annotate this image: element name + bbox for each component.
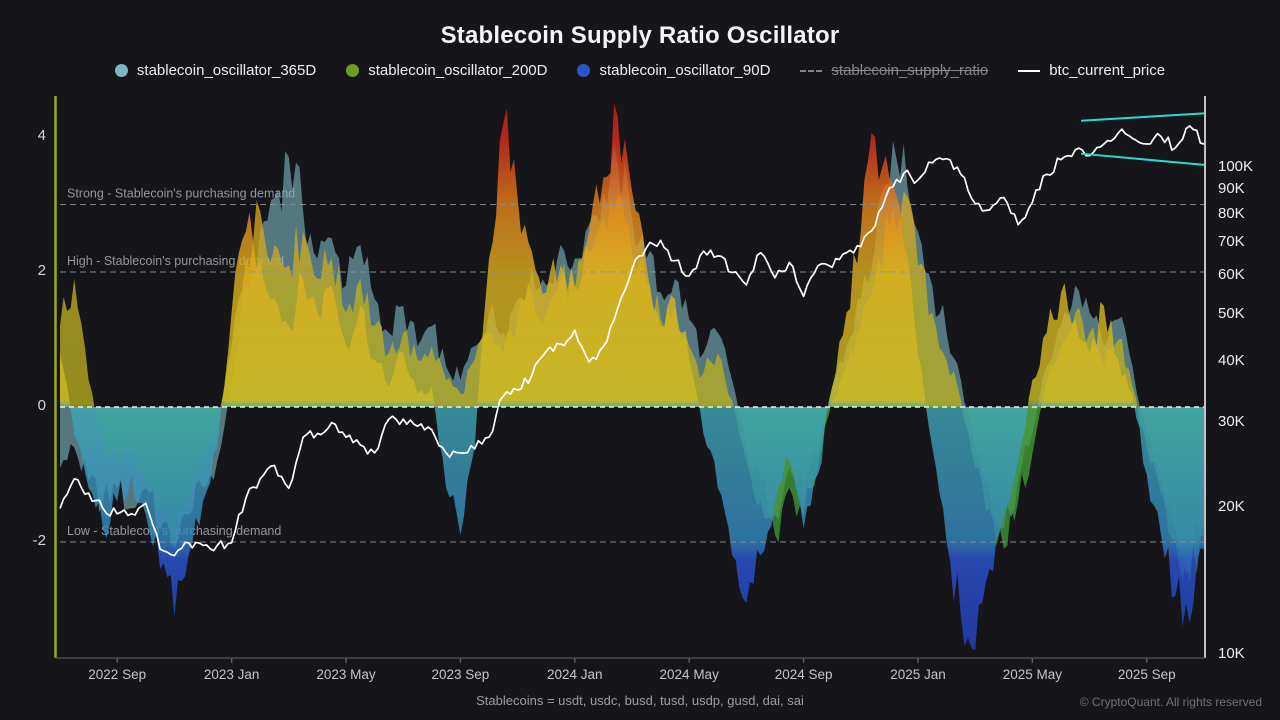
right-axis-tick: 60K [1218, 266, 1245, 284]
legend: stablecoin_oscillator_365D stablecoin_osc… [0, 62, 1280, 79]
right-axis-tick: 70K [1218, 233, 1245, 251]
x-axis-label: 2024 Sep [774, 667, 833, 682]
chart-title: Stablecoin Supply Ratio Oscillator [440, 22, 840, 49]
x-axis-label: 2025 Sep [1117, 667, 1176, 682]
right-axis-tick: 40K [1218, 351, 1245, 369]
right-axis-tick: 20K [1218, 498, 1245, 516]
stablecoins-footnote: Stablecoins = usdt, usdc, busd, tusd, us… [476, 693, 804, 708]
left-axis-tick: 4 [37, 127, 46, 144]
right-axis-tick: 80K [1218, 205, 1245, 223]
x-axis-label: 2025 Jan [890, 667, 946, 682]
legend-item-stablecoin_supply_ratio[interactable]: stablecoin_supply_ratio [800, 62, 988, 79]
right-axis-tick: 30K [1218, 412, 1245, 430]
right-axis-tick: 50K [1218, 304, 1245, 322]
legend-item-btc_current_price[interactable]: btc_current_price [1018, 62, 1165, 79]
left-axis-tick: 0 [37, 397, 46, 414]
legend-label: stablecoin_oscillator_365D [136, 62, 317, 79]
channel-top-line [1080, 112, 1205, 122]
left-axis-tick: -2 [32, 532, 46, 549]
legend-label: stablecoin_oscillator_90D [599, 62, 771, 79]
x-axis-label: 2023 Jan [203, 667, 260, 682]
legend-label: btc_current_price [1049, 62, 1166, 79]
channel-bottom-line [1080, 152, 1205, 166]
x-axis-label: 2023 Sep [431, 667, 490, 682]
right-axis-tick: 100K [1218, 158, 1254, 175]
right-axis-tick: 10K [1218, 645, 1245, 662]
legend-item-stablecoin_oscillator_200D[interactable]: stablecoin_oscillator_200D [346, 62, 547, 79]
x-axis-label: 2024 Jan [547, 667, 603, 682]
area-series-stablecoin_oscillator_90D [60, 103, 1204, 651]
threshold-label: High - Stablecoin's purchasing demand [67, 254, 284, 268]
right-axis-tick: 90K [1218, 180, 1245, 198]
x-axis-label: 2025 May [1002, 667, 1063, 682]
x-axis-label: 2024 May [659, 667, 719, 682]
legend-label: stablecoin_oscillator_200D [368, 62, 548, 79]
x-axis-label: 2023 May [316, 667, 376, 682]
legend-item-stablecoin_oscillator_365D[interactable]: stablecoin_oscillator_365D [114, 62, 317, 79]
copyright-notice: © CryptoQuant. All rights reserved [1079, 695, 1262, 709]
x-axis-label: 2022 Sep [88, 667, 147, 682]
legend-marker-circle-icon [114, 64, 128, 77]
legend-marker-line-icon [1018, 69, 1041, 72]
legend-marker-circle-icon [346, 64, 360, 77]
legend-item-stablecoin_oscillator_90D[interactable]: stablecoin_oscillator_90D [577, 62, 770, 79]
threshold-label: Strong - Stablecoin's purchasing demand [67, 187, 295, 201]
legend-marker-dashdot-icon [800, 69, 823, 72]
legend-label: stablecoin_supply_ratio [831, 62, 989, 79]
btc-price-line [59, 125, 1205, 557]
legend-marker-circle-icon [577, 64, 591, 77]
left-axis-tick: 2 [37, 262, 46, 279]
